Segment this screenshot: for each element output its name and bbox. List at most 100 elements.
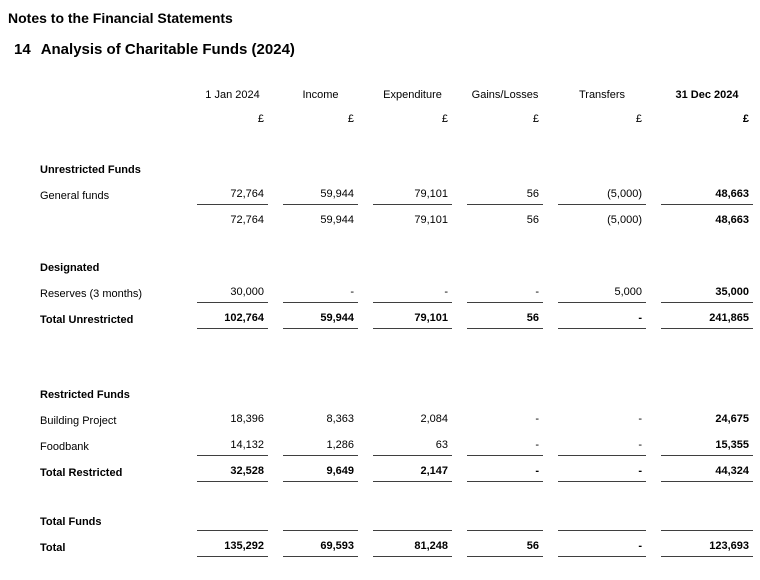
value-cell: 2,084 (420, 412, 448, 425)
value-cell: - (558, 312, 646, 329)
value-cell: 59,944 (320, 213, 354, 226)
currency-symbol: £ (635, 112, 642, 125)
spacer-row (40, 486, 753, 509)
value-cell: 2,147 (373, 465, 452, 482)
spacer-row (40, 235, 753, 255)
value-cell: 44,324 (661, 465, 753, 482)
value-cell-empty (467, 514, 543, 531)
table-row: Reserves (3 months) 30,000 - - - 5,000 3… (40, 281, 753, 307)
value-cell: 15,355 (661, 439, 753, 456)
value-cell-empty (197, 514, 268, 531)
value-cell: - (558, 540, 646, 557)
value-cell-empty (661, 514, 753, 531)
total-row: Total 135,292 69,593 81,248 56 - 123,693 (40, 535, 753, 561)
value-cell: 14,132 (197, 439, 268, 456)
value-cell: 123,693 (661, 540, 753, 557)
section-heading: Designated (40, 262, 100, 274)
value-cell: (5,000) (607, 213, 642, 226)
note-heading: 14 Analysis of Charitable Funds (2024) (14, 41, 760, 58)
section-heading-row: Unrestricted Funds (40, 157, 753, 183)
row-label: Foodbank (40, 441, 89, 453)
value-cell: 72,764 (197, 188, 268, 205)
value-cell: 102,764 (197, 312, 268, 329)
column-header: Expenditure (383, 89, 442, 101)
value-cell: 56 (467, 312, 543, 329)
value-cell: - (467, 465, 543, 482)
value-cell: 8,363 (326, 412, 354, 425)
value-cell: - (467, 439, 543, 456)
header-label-spacer (40, 82, 182, 108)
row-label: Total (40, 542, 66, 554)
value-cell: 9,649 (283, 465, 358, 482)
value-cell: 135,292 (197, 540, 268, 557)
value-cell-empty (373, 514, 452, 531)
page-heading: Notes to the Financial Statements (8, 10, 233, 26)
value-cell: 59,944 (283, 312, 358, 329)
value-cell: 69,593 (283, 540, 358, 557)
total-row: Total Unrestricted 102,764 59,944 79,101… (40, 307, 753, 333)
value-cell: 56 (467, 540, 543, 557)
value-cell: 48,663 (661, 188, 753, 205)
value-cell: - (283, 286, 358, 303)
value-cell: 79,101 (373, 188, 452, 205)
currency-row: £ £ £ £ £ £ (40, 108, 753, 134)
value-cell: 79,101 (414, 213, 448, 226)
currency-symbol: £ (441, 112, 448, 125)
row-label: Total Restricted (40, 467, 123, 479)
note-number: 14 (14, 41, 31, 58)
row-label (40, 209, 182, 235)
value-cell: - (467, 286, 543, 303)
value-cell-empty (558, 514, 646, 531)
spacer-row (40, 333, 753, 382)
value-cell: - (638, 412, 642, 425)
row-label: Building Project (40, 415, 117, 427)
charitable-funds-table: 1 Jan 2024 Income Expenditure Gains/Loss… (40, 82, 753, 561)
value-cell: (5,000) (558, 188, 646, 205)
table-header-row: 1 Jan 2024 Income Expenditure Gains/Loss… (40, 82, 753, 108)
section-heading: Unrestricted Funds (40, 164, 141, 176)
value-cell: 56 (467, 188, 543, 205)
table-row: General funds 72,764 59,944 79,101 56 (5… (40, 183, 753, 209)
value-cell: 72,764 (230, 213, 264, 226)
value-cell: 32,528 (197, 465, 268, 482)
table-row: 72,764 59,944 79,101 56 (5,000) 48,663 (40, 209, 753, 235)
column-header: 31 Dec 2024 (675, 89, 739, 101)
value-cell: - (373, 286, 452, 303)
column-header: Gains/Losses (471, 89, 539, 101)
column-header: 1 Jan 2024 (205, 89, 260, 101)
section-heading-row: Restricted Funds (40, 382, 753, 408)
value-cell: 30,000 (197, 286, 268, 303)
value-cell: 79,101 (373, 312, 452, 329)
value-cell: 18,396 (230, 412, 264, 425)
total-funds-heading-row: Total Funds (40, 509, 753, 535)
value-cell: 63 (373, 439, 452, 456)
row-label: General funds (40, 190, 110, 202)
spacer-row (40, 134, 753, 157)
section-heading: Restricted Funds (40, 389, 130, 401)
value-cell: 56 (526, 213, 539, 226)
currency-symbol: £ (347, 112, 354, 125)
value-cell: 35,000 (661, 286, 753, 303)
row-label: Reserves (3 months) (40, 288, 143, 300)
value-cell: 1,286 (283, 439, 358, 456)
currency-symbol: £ (532, 112, 539, 125)
value-cell-empty (283, 514, 358, 531)
note-title: Analysis of Charitable Funds (2024) (40, 41, 295, 58)
table-row: Building Project 18,396 8,363 2,084 - - … (40, 408, 753, 434)
section-heading: Total Funds (40, 516, 102, 528)
total-row: Total Restricted 32,528 9,649 2,147 - - … (40, 460, 753, 486)
value-cell: - (558, 465, 646, 482)
value-cell: 48,663 (715, 213, 749, 226)
row-label: Total Unrestricted (40, 314, 134, 326)
value-cell: 81,248 (373, 540, 452, 557)
section-heading-row: Designated (40, 255, 753, 281)
table-row: Foodbank 14,132 1,286 63 - - 15,355 (40, 434, 753, 460)
column-header: Income (302, 89, 339, 101)
currency-symbol: £ (742, 112, 749, 125)
column-header: Transfers (578, 89, 626, 101)
value-cell: 241,865 (661, 312, 753, 329)
value-cell: 24,675 (715, 412, 749, 425)
currency-symbol: £ (257, 112, 264, 125)
value-cell: - (535, 412, 539, 425)
value-cell: 5,000 (558, 286, 646, 303)
